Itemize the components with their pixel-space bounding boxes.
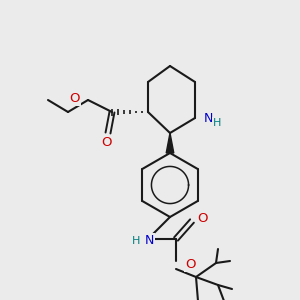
Text: N: N bbox=[204, 112, 213, 125]
Text: O: O bbox=[70, 92, 80, 104]
Text: H: H bbox=[213, 118, 221, 128]
Text: O: O bbox=[197, 212, 207, 224]
Text: O: O bbox=[101, 136, 111, 149]
Text: H: H bbox=[132, 236, 140, 246]
Polygon shape bbox=[166, 133, 174, 153]
Text: O: O bbox=[185, 257, 196, 271]
Text: N: N bbox=[144, 233, 154, 247]
